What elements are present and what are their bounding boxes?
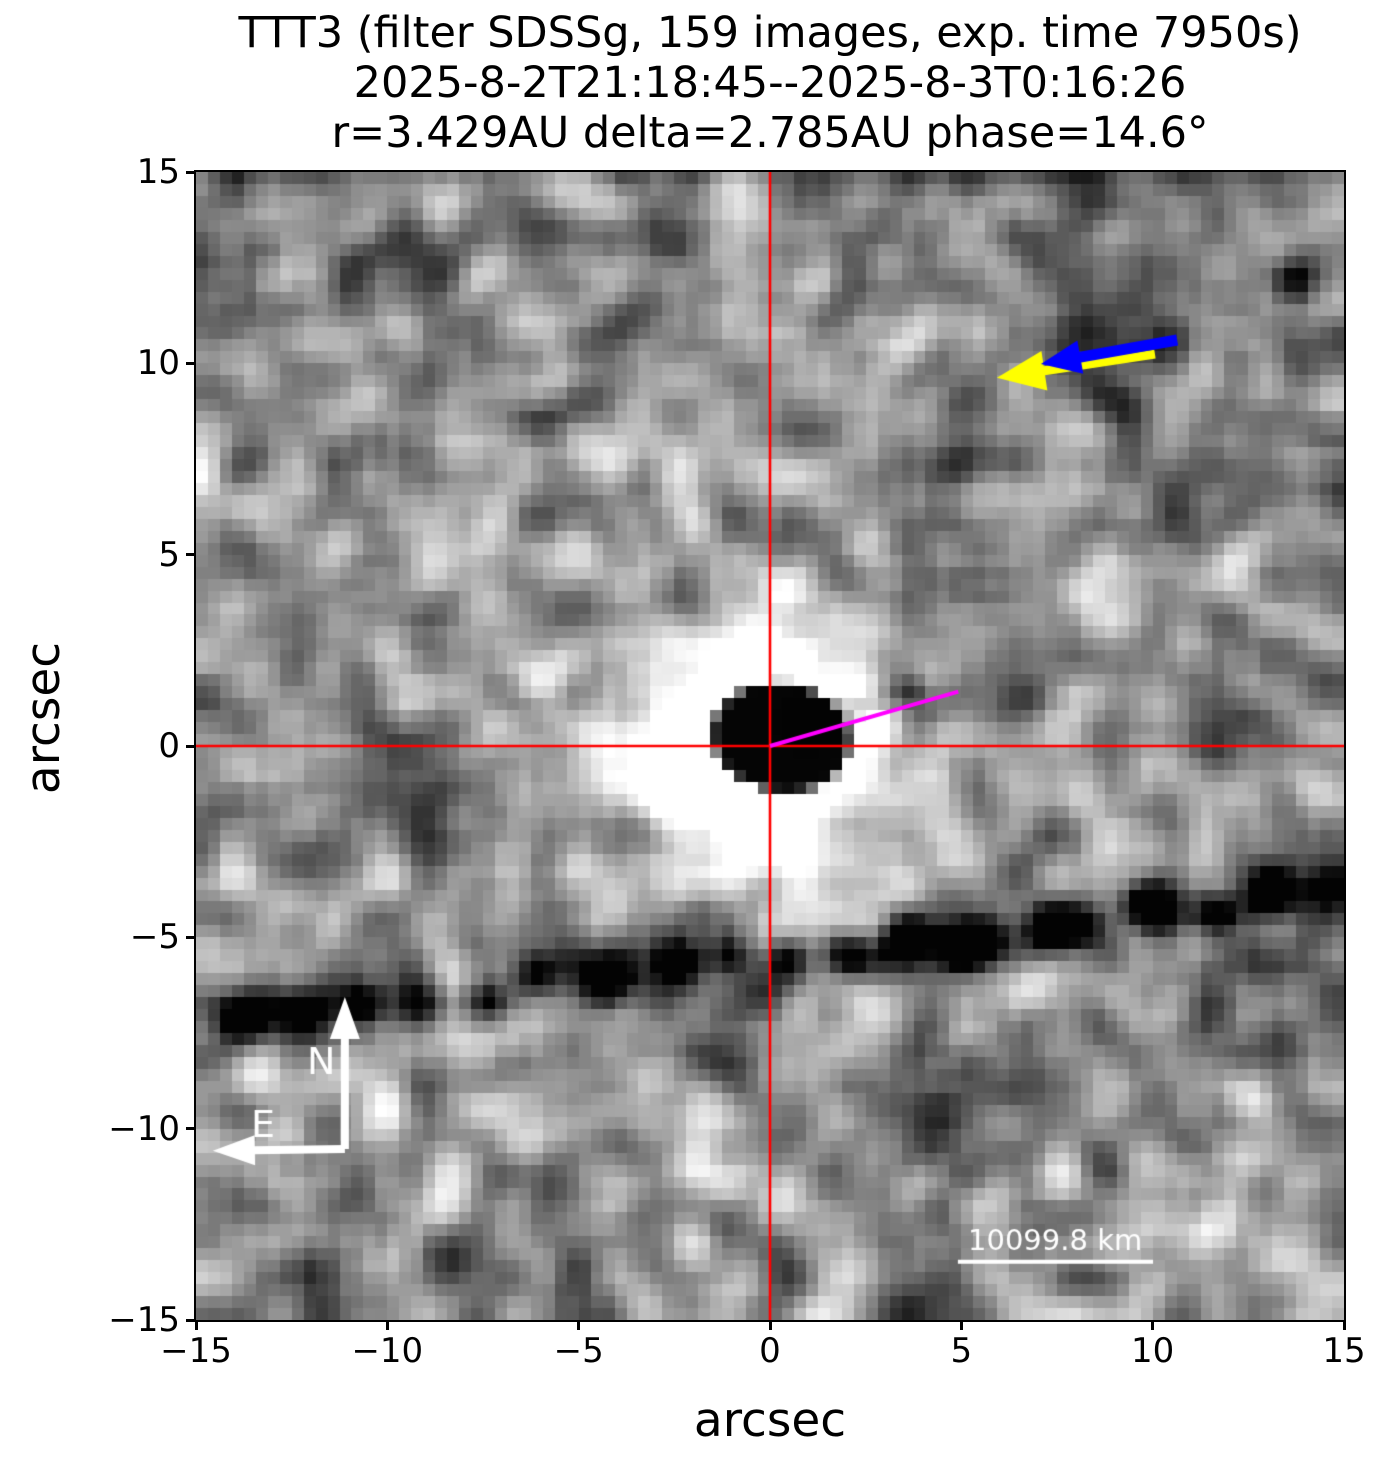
x-axis-label: arcsec: [693, 1393, 847, 1448]
x-tick-label: 15: [1322, 1331, 1366, 1371]
x-tick-mark: [577, 1320, 581, 1330]
y-tick-label: 15: [136, 152, 180, 192]
title-line-2: 2025-8-2T21:18:45--2025-8-3T0:16:26: [353, 58, 1187, 108]
sky-image-canvas: [196, 172, 1344, 1320]
y-tick-label: −10: [108, 1108, 180, 1149]
title-line-1: TTT3 (filter SDSSg, 159 images, exp. tim…: [238, 8, 1302, 58]
x-tick-mark: [1342, 1320, 1346, 1330]
x-tick-label: 5: [950, 1331, 973, 1371]
y-tick-mark: [186, 361, 196, 365]
y-tick-mark: [186, 170, 196, 174]
x-tick-label: 0: [759, 1331, 781, 1371]
x-tick-mark: [768, 1320, 772, 1330]
y-tick-label: 5: [158, 534, 180, 575]
y-tick-mark: [186, 553, 196, 557]
y-tick-mark: [186, 1127, 196, 1131]
x-tick-mark: [385, 1320, 389, 1330]
x-tick-label: −10: [351, 1331, 424, 1371]
x-tick-label: 10: [1131, 1331, 1175, 1371]
y-tick-label: −15: [108, 1300, 180, 1340]
x-tick-mark: [959, 1320, 963, 1330]
y-tick-label: 0: [158, 726, 180, 766]
x-tick-mark: [194, 1320, 198, 1330]
y-tick-mark: [186, 1318, 196, 1322]
x-tick-label: −15: [160, 1331, 232, 1371]
x-tick-mark: [1151, 1320, 1155, 1330]
figure-title: TTT3 (filter SDSSg, 159 images, exp. tim…: [196, 8, 1344, 158]
title-line-3: r=3.429AU delta=2.785AU phase=14.6°: [331, 108, 1209, 158]
y-tick-label: 10: [136, 343, 180, 384]
plot-area: [194, 170, 1346, 1322]
y-tick-mark: [186, 744, 196, 748]
y-tick-mark: [186, 935, 196, 939]
y-tick-label: −5: [129, 917, 180, 958]
x-tick-label: −5: [553, 1331, 604, 1371]
y-axis-label: arcsec: [16, 641, 71, 795]
